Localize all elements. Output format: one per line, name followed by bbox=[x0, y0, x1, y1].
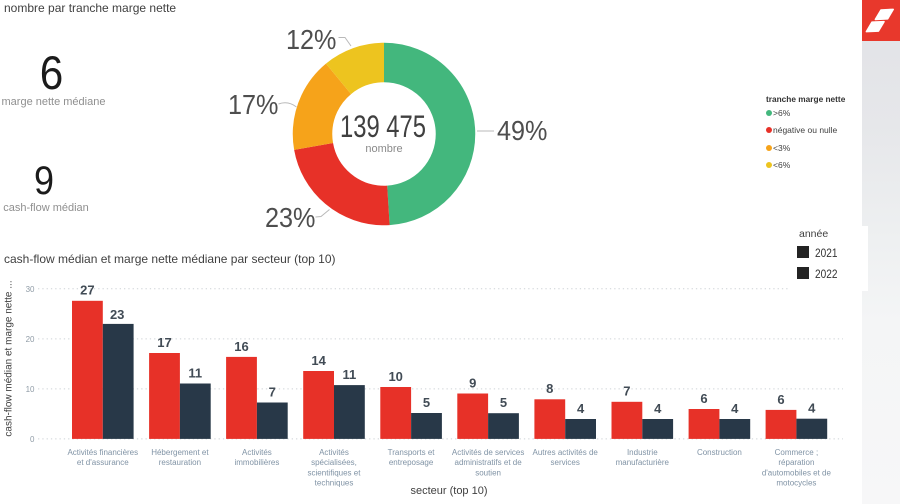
svg-text:et d'assurance: et d'assurance bbox=[77, 458, 129, 467]
svg-text:Transports et: Transports et bbox=[388, 448, 436, 457]
svg-text:30: 30 bbox=[26, 285, 35, 294]
svg-text:d'automobiles et de: d'automobiles et de bbox=[762, 468, 832, 477]
svg-text:scientifiques et: scientifiques et bbox=[308, 468, 362, 477]
svg-text:0: 0 bbox=[30, 435, 35, 444]
svg-text:23: 23 bbox=[110, 307, 124, 322]
svg-text:14: 14 bbox=[311, 353, 326, 368]
svg-text:7: 7 bbox=[623, 384, 630, 399]
svg-text:services: services bbox=[551, 458, 580, 467]
svg-text:7: 7 bbox=[269, 384, 276, 399]
svg-text:4: 4 bbox=[808, 401, 816, 416]
svg-text:entreposage: entreposage bbox=[389, 458, 434, 467]
svg-text:Activités: Activités bbox=[319, 448, 349, 457]
svg-text:5: 5 bbox=[500, 395, 507, 410]
svg-text:Activités: Activités bbox=[242, 448, 272, 457]
svg-text:8: 8 bbox=[546, 381, 553, 396]
svg-text:4: 4 bbox=[577, 401, 585, 416]
svg-text:6: 6 bbox=[700, 391, 707, 406]
svg-text:10: 10 bbox=[388, 369, 402, 384]
svg-text:spécialisées,: spécialisées, bbox=[311, 458, 357, 467]
svg-text:4: 4 bbox=[654, 401, 662, 416]
svg-text:4: 4 bbox=[731, 401, 739, 416]
svg-text:Hébergement et: Hébergement et bbox=[151, 448, 209, 457]
svg-text:administratifs et de: administratifs et de bbox=[455, 458, 523, 467]
svg-text:27: 27 bbox=[80, 283, 94, 298]
svg-text:immobilières: immobilières bbox=[234, 458, 279, 467]
svg-text:Commerce ;: Commerce ; bbox=[775, 448, 819, 457]
svg-text:Activités financières: Activités financières bbox=[67, 448, 138, 457]
svg-text:17: 17 bbox=[157, 335, 171, 350]
svg-text:motocycles: motocycles bbox=[776, 479, 816, 488]
svg-text:techniques: techniques bbox=[315, 479, 354, 488]
svg-text:manufacturière: manufacturière bbox=[616, 458, 670, 467]
svg-text:6: 6 bbox=[777, 392, 784, 407]
svg-text:Industrie: Industrie bbox=[627, 448, 658, 457]
svg-text:Activités de services: Activités de services bbox=[452, 448, 524, 457]
svg-text:Autres activités de: Autres activités de bbox=[533, 448, 599, 457]
svg-text:11: 11 bbox=[343, 367, 357, 382]
svg-text:16: 16 bbox=[234, 339, 248, 354]
svg-text:10: 10 bbox=[26, 385, 35, 394]
svg-text:restauration: restauration bbox=[159, 458, 201, 467]
svg-text:11: 11 bbox=[188, 365, 202, 380]
svg-text:9: 9 bbox=[469, 375, 476, 390]
svg-text:soutien: soutien bbox=[475, 468, 501, 477]
svg-text:Construction: Construction bbox=[697, 448, 742, 457]
svg-text:5: 5 bbox=[423, 395, 430, 410]
svg-text:réparation: réparation bbox=[778, 458, 814, 467]
svg-text:20: 20 bbox=[26, 335, 35, 344]
